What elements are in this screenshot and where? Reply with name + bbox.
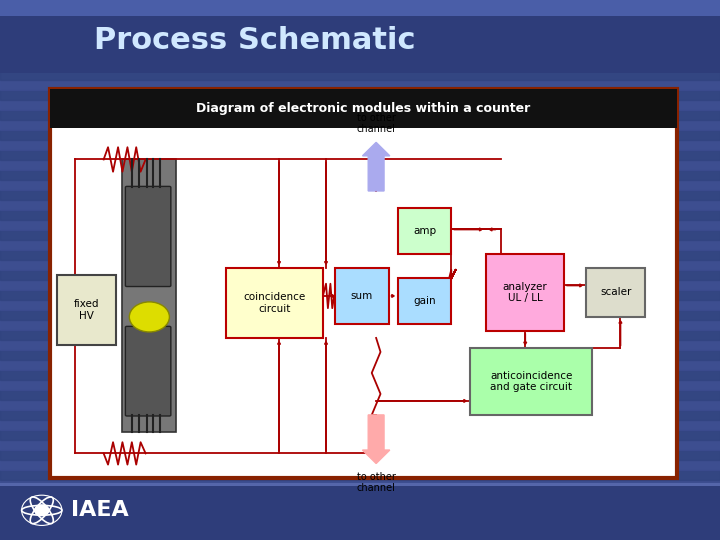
Text: anticoincidence
and gate circuit: anticoincidence and gate circuit — [490, 371, 572, 393]
Bar — [0, 250, 720, 260]
Bar — [0, 240, 720, 250]
FancyBboxPatch shape — [125, 326, 171, 416]
Bar — [0, 483, 720, 486]
FancyArrow shape — [362, 415, 390, 463]
Bar — [0, 370, 720, 380]
Bar — [0, 460, 720, 470]
Bar — [226, 268, 323, 338]
Bar — [0, 520, 720, 530]
Text: amp: amp — [413, 226, 436, 236]
Bar — [0, 260, 720, 270]
Bar — [398, 279, 451, 324]
Bar — [0, 390, 720, 400]
Bar — [0, 30, 720, 40]
Bar — [0, 400, 720, 410]
Bar — [0, 510, 720, 520]
Bar — [0, 380, 720, 390]
Text: to other
channel: to other channel — [356, 471, 395, 493]
Text: Diagram of electronic modules within a counter: Diagram of electronic modules within a c… — [197, 102, 531, 115]
Text: gain: gain — [413, 296, 436, 306]
Bar — [0, 490, 720, 500]
Circle shape — [35, 505, 49, 516]
Text: sum: sum — [351, 291, 373, 301]
Bar — [0, 130, 720, 140]
Text: scaler: scaler — [600, 287, 631, 298]
Bar — [0, 0, 720, 16]
Bar — [0, 140, 720, 150]
Bar — [0, 150, 720, 160]
Bar — [0, 480, 720, 490]
Bar — [0, 470, 720, 480]
Text: coincidence
circuit: coincidence circuit — [243, 292, 305, 314]
Bar — [0, 180, 720, 190]
Bar — [0, 350, 720, 360]
Bar — [0, 410, 720, 420]
Bar — [470, 348, 593, 415]
Bar — [0, 0, 720, 10]
Text: IAEA: IAEA — [71, 500, 128, 521]
Bar — [0, 300, 720, 310]
Bar — [0, 320, 720, 330]
Bar — [0, 60, 720, 70]
Bar — [0, 190, 720, 200]
Bar — [0, 210, 720, 220]
Bar — [0, 330, 720, 340]
Bar — [0, 40, 720, 50]
Bar — [586, 268, 646, 317]
Bar — [0, 20, 720, 30]
Bar — [0, 230, 720, 240]
Text: fixed
HV: fixed HV — [73, 299, 99, 321]
Bar — [0, 70, 720, 80]
Bar — [0, 500, 720, 510]
Bar — [0, 170, 720, 180]
Bar — [0, 483, 720, 540]
Bar — [0, 270, 720, 280]
Bar — [0, 440, 720, 450]
Bar — [0, 120, 720, 130]
Bar — [486, 254, 564, 331]
Bar — [122, 159, 176, 433]
Bar — [398, 208, 451, 254]
Bar — [0, 530, 720, 540]
Bar — [50, 89, 677, 478]
Bar — [0, 420, 720, 430]
Bar — [50, 89, 677, 128]
Bar — [0, 360, 720, 370]
Circle shape — [130, 302, 169, 332]
Bar — [0, 100, 720, 110]
Text: to other
channel: to other channel — [356, 113, 395, 134]
Bar — [0, 220, 720, 230]
Bar — [0, 280, 720, 290]
Bar — [0, 450, 720, 460]
Bar — [0, 290, 720, 300]
Text: Process Schematic: Process Schematic — [94, 26, 415, 55]
Bar — [0, 160, 720, 170]
Bar — [0, 200, 720, 210]
Bar — [0, 430, 720, 440]
Text: analyzer
UL / LL: analyzer UL / LL — [503, 282, 547, 303]
Bar — [0, 10, 720, 20]
FancyBboxPatch shape — [125, 186, 171, 287]
FancyArrow shape — [362, 143, 390, 191]
Bar — [336, 268, 389, 324]
Bar — [0, 340, 720, 350]
Bar — [0, 110, 720, 120]
Bar — [0, 90, 720, 100]
Bar — [0, 0, 720, 73]
Bar — [0, 80, 720, 90]
Bar — [0, 50, 720, 60]
Bar — [0, 310, 720, 320]
Bar — [57, 275, 116, 345]
